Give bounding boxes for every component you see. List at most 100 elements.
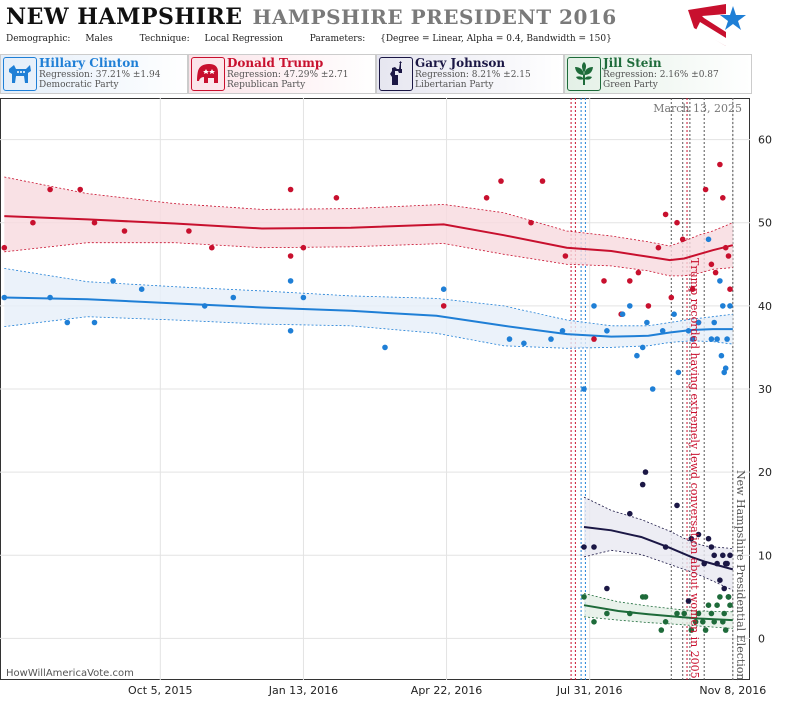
legend-trump[interactable]: Donald Trump Regression: 47.29% ±2.71 Re… — [188, 54, 376, 94]
y-tick-label: 30 — [758, 383, 772, 396]
poll-point — [521, 340, 527, 347]
poll-point — [722, 627, 729, 633]
poll-point — [725, 253, 732, 259]
x-tick-label: Oct 5, 2015 — [128, 684, 193, 697]
legend-stein[interactable]: Jill Stein Regression: 2.16% ±0.87 Green… — [564, 54, 752, 94]
trend-line — [583, 604, 733, 622]
poll-point — [717, 577, 723, 583]
poll-point — [695, 610, 702, 617]
poll-point — [642, 594, 649, 600]
statue-of-liberty-icon — [379, 57, 413, 91]
poll-point — [722, 244, 729, 251]
poll-point — [47, 186, 53, 193]
poll-point — [720, 195, 726, 201]
elephant-icon — [191, 57, 225, 91]
y-axis: 0 10 20 30 40 50 60 — [758, 134, 772, 646]
candidate-legend: Hillary Clinton Regression: 37.21% ±1.94… — [0, 54, 789, 94]
poll-point — [724, 336, 730, 342]
poll-point — [591, 303, 597, 309]
poll-point — [671, 311, 677, 317]
poll-point — [591, 544, 597, 550]
date-stamp: March 13, 2025 — [653, 102, 742, 115]
x-tick-label: Jan 13, 2016 — [268, 684, 338, 697]
y-tick-label: 20 — [758, 466, 772, 479]
y-tick-label: 40 — [758, 300, 772, 313]
band-lower-line — [4, 316, 733, 349]
poll-point — [548, 336, 554, 342]
legend-regression-stein: Regression: 2.16% ±0.87 — [603, 70, 719, 80]
poll-point — [721, 610, 727, 617]
watermark: HowWillAmericaVote.com — [6, 668, 134, 679]
poll-point — [708, 544, 715, 550]
trend-line — [4, 215, 734, 262]
legend-party-stein: Green Party — [603, 80, 658, 90]
legend-name-trump: Donald Trump — [227, 56, 324, 70]
parameters-row: Demographic: Males Technique: Local Regr… — [6, 34, 636, 44]
poll-point — [634, 352, 640, 359]
band-upper-line — [4, 176, 733, 247]
event-lines — [570, 98, 734, 680]
poll-point — [30, 219, 36, 226]
poll-point — [717, 594, 723, 600]
poll-point — [721, 585, 727, 592]
poll-point — [440, 303, 447, 309]
poll-point — [209, 244, 215, 251]
poll-point — [727, 303, 733, 309]
poll-point — [591, 336, 597, 342]
poll-point — [627, 610, 633, 617]
y-tick-label: 0 — [758, 632, 765, 645]
poll-point — [708, 336, 715, 342]
poll-point — [711, 619, 717, 625]
poll-point — [720, 619, 726, 625]
poll-point — [655, 244, 662, 251]
poll-point — [727, 602, 733, 608]
poll-point — [581, 544, 587, 550]
x-axis: Oct 5, 2015 Jan 13, 2016 Apr 22, 2016 Jul 3… — [128, 684, 766, 697]
poll-point — [720, 552, 726, 559]
poll-point — [559, 328, 566, 334]
poll-point — [692, 619, 699, 625]
band-upper-line — [583, 593, 733, 613]
poll-point — [91, 319, 98, 326]
legend-regression-johnson: Regression: 8.21% ±2.15 — [415, 70, 531, 80]
poll-point — [708, 610, 715, 617]
chart-header: NEW HAMPSHIRE HAMPSHIRE PRESIDENT 2016 De… — [0, 0, 789, 52]
poll-point — [717, 161, 723, 168]
band-upper-line — [583, 496, 733, 549]
poll-point — [708, 261, 715, 268]
poll-point — [604, 585, 610, 592]
poll-point — [627, 510, 633, 517]
poll-point — [604, 610, 610, 617]
band-lower-line — [4, 242, 733, 277]
poll-point — [720, 303, 726, 309]
poll-point — [528, 219, 534, 226]
legend-johnson[interactable]: Gary Johnson Regression: 8.21% ±2.15 Lib… — [376, 54, 564, 94]
legend-name-johnson: Gary Johnson — [415, 56, 506, 70]
poll-point — [685, 598, 692, 604]
y-tick-label: 10 — [758, 549, 772, 562]
poll-point — [725, 594, 732, 600]
event-label: Trump recorded having extremely lewd con… — [688, 258, 701, 679]
star-flag-logo-icon[interactable] — [686, 2, 748, 52]
poll-point — [47, 294, 53, 301]
poll-point — [727, 286, 733, 292]
poll-point — [639, 481, 646, 488]
event-label: New Hampshire Presidential Election — [734, 470, 747, 681]
poll-point — [705, 236, 712, 243]
poll-point — [333, 195, 340, 201]
poll-point — [110, 278, 116, 284]
poll-point — [77, 186, 83, 193]
poll-point — [642, 469, 649, 475]
poll-chart[interactable]: 0 10 20 30 40 50 60 Oct 5, 2015 Jan 13, 2016 Apr… — [0, 98, 789, 704]
poll-point — [287, 186, 294, 193]
poll-point — [287, 328, 294, 334]
poll-point — [705, 602, 712, 608]
band-upper-line — [4, 268, 733, 327]
poll-point — [711, 552, 717, 559]
poll-point — [506, 336, 513, 342]
demographic-value: Males — [85, 34, 113, 44]
poll-point — [591, 619, 597, 625]
legend-clinton[interactable]: Hillary Clinton Regression: 37.21% ±1.94… — [0, 54, 188, 94]
poll-point — [1, 244, 8, 251]
poll-point — [718, 352, 725, 359]
